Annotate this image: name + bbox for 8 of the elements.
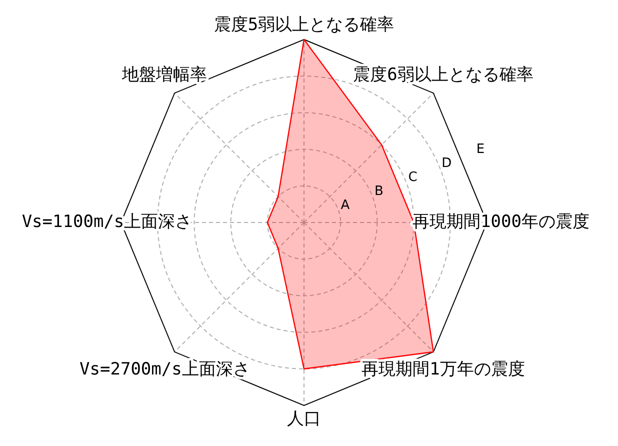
y-tick-label: D (442, 156, 452, 171)
y-tick-label: B (374, 184, 384, 199)
spoke-label: 人口 (287, 409, 321, 430)
y-tick-label: C (408, 170, 418, 185)
spoke-label: 震度5弱以上となる確率 (214, 15, 394, 36)
y-tick-label: A (340, 198, 350, 213)
spoke-label: 地盤増幅率 (121, 64, 208, 85)
y-tick-label: E (476, 142, 485, 157)
